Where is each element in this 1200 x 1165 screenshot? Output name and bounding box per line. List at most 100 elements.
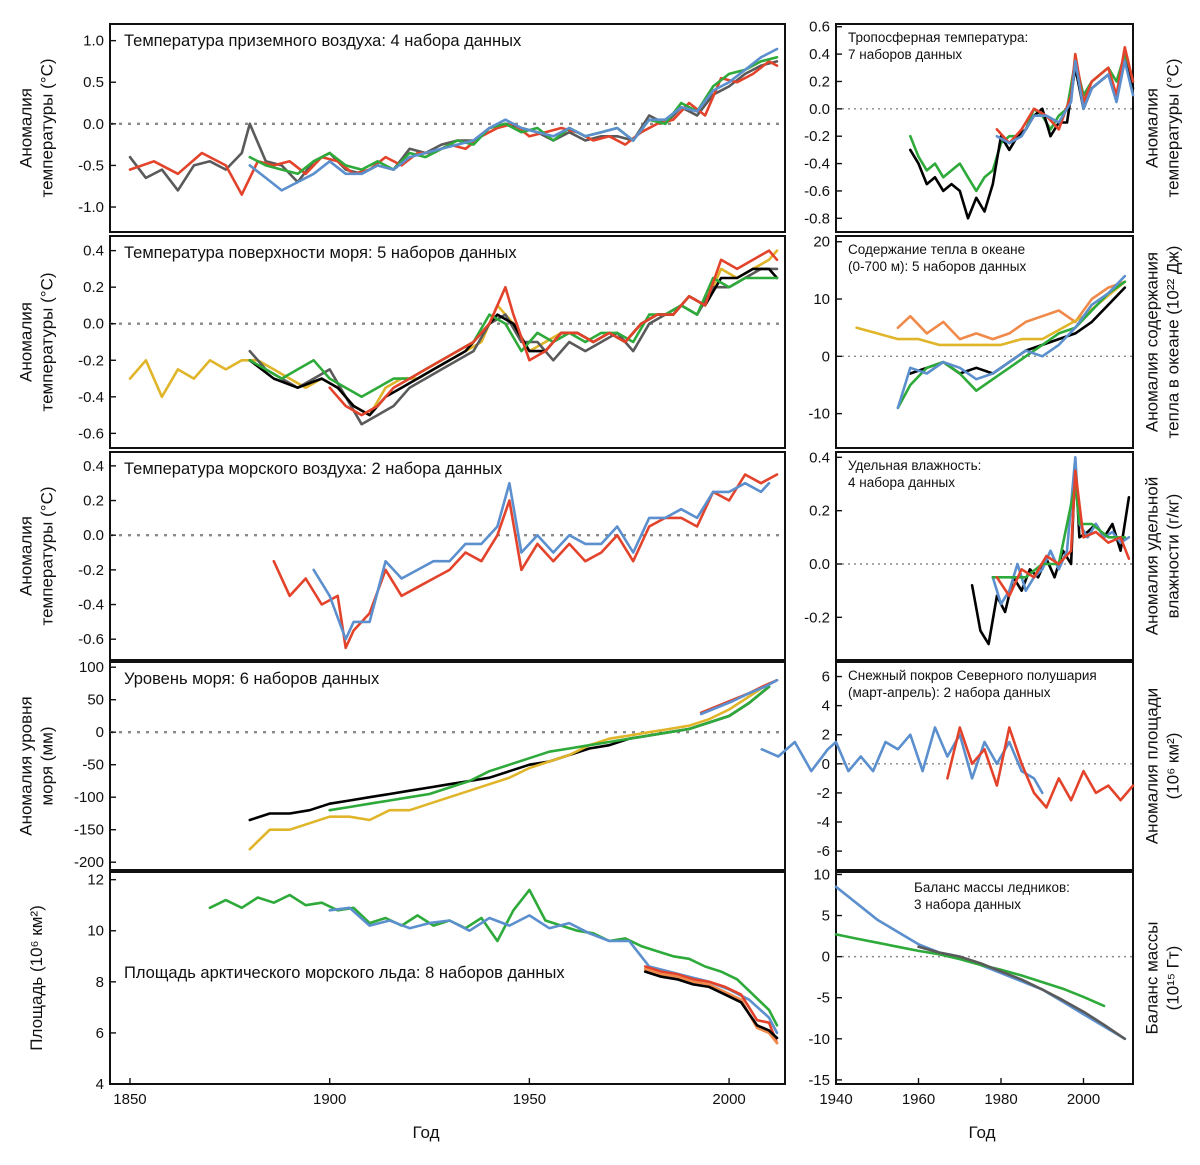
y-tick-label: 0.4 xyxy=(809,449,830,466)
y-tick-label: -10 xyxy=(808,406,830,423)
left-xlabel: Год xyxy=(412,1123,439,1142)
x-tick-label: 1960 xyxy=(902,1091,935,1108)
y-tick-label: 0 xyxy=(96,724,104,741)
panel-title: Баланс массы ледников: xyxy=(914,880,1070,895)
y-axis-label: моря (мм) xyxy=(38,726,57,805)
series-line-red xyxy=(995,46,1135,145)
series-line-green xyxy=(834,933,1106,1008)
series-line-red xyxy=(128,60,779,196)
y-tick-label: 0 xyxy=(822,756,830,773)
panel-snow-cover: 6 4 2 0 -2 -4 -6 Снежный покров Северного полуш… xyxy=(760,661,1183,871)
panel-title: Тропосферная температура: xyxy=(848,30,1028,45)
series-line-red xyxy=(643,965,779,1045)
panel-title: Уровень моря: 6 наборов данных xyxy=(124,670,380,688)
panel-title: Температура поверхности моря: 5 наборов … xyxy=(124,244,517,262)
y-tick-label: -0.4 xyxy=(78,597,104,614)
x-tick-label: 1980 xyxy=(984,1091,1017,1108)
y-tick-label: -0.2 xyxy=(78,352,104,369)
y-tick-label: 100 xyxy=(79,659,104,676)
y-axis-label: Аномалия xyxy=(17,302,36,382)
panel-title: (0-700 м): 5 наборов данных xyxy=(848,259,1026,274)
y-tick-label: 12 xyxy=(87,872,104,889)
y-axis-label: Аномалия содержания xyxy=(1143,252,1162,432)
y-tick-label: -0.5 xyxy=(78,157,104,174)
y-tick-label: 0.0 xyxy=(809,101,830,118)
y-axis-label: (10⁶ км²) xyxy=(1164,733,1183,800)
panel-frame xyxy=(835,871,1134,1085)
panel-humidity: 0.4 0.2 0.0 -0.2 Удельная влажность: 4 набора… xyxy=(804,449,1183,661)
panel-title: Температура приземного воздуха: 4 набора… xyxy=(124,32,522,50)
y-tick-label: 10 xyxy=(813,291,830,308)
x-tick-label: 2000 xyxy=(1067,1091,1100,1108)
panel-marine-air: 0.4 0.2 0.0 -0.2 -0.4 -0.6 Температура морског… xyxy=(17,451,786,661)
series-line-red xyxy=(272,473,779,650)
series-line-blue xyxy=(699,678,779,716)
panel-title: 7 наборов данных xyxy=(848,47,962,62)
y-tick-label: -6 xyxy=(817,843,830,860)
panel-title: (март-апрель): 2 набора данных xyxy=(848,685,1051,700)
y-tick-label: 10 xyxy=(813,866,830,883)
series-line-black xyxy=(643,970,779,1040)
y-axis-label: Аномалия xyxy=(17,516,36,596)
series-line-red xyxy=(995,469,1131,598)
series-line-black xyxy=(909,59,1135,220)
y-tick-label: -0.4 xyxy=(804,156,830,173)
y-axis-label: Аномалия удельной xyxy=(1143,477,1162,636)
y-tick-label: 6 xyxy=(822,669,830,686)
y-tick-label: -0.6 xyxy=(78,631,104,648)
y-tick-label: 0.0 xyxy=(83,116,104,133)
y-tick-label: 4 xyxy=(96,1076,104,1093)
y-tick-label: 0.2 xyxy=(83,493,104,510)
y-tick-label: -50 xyxy=(82,757,104,774)
x-tick-label: 1900 xyxy=(313,1091,346,1108)
y-tick-label: -0.2 xyxy=(804,609,830,626)
panel-glaciers: 10 5 0 -5 -10 -15 Баланс массы ледников: 3 набо… xyxy=(808,866,1182,1088)
y-tick-label: 0.6 xyxy=(809,19,830,36)
y-tick-label: -0.6 xyxy=(78,425,104,442)
y-axis-label: температуры (°C) xyxy=(38,486,57,625)
panel-ocean-heat: 20 10 0 -10 Содержание тепла в океане (0-700 … xyxy=(808,234,1183,449)
y-tick-label: 0 xyxy=(822,949,830,966)
y-axis-label: влажности (г/кг) xyxy=(1164,494,1183,619)
series-line-blue xyxy=(995,59,1135,145)
panels: 1.0 0.5 0.0 -0.5 -1.0 Температура приземного … xyxy=(17,19,1183,1108)
series-line-yellow xyxy=(248,682,771,851)
y-tick-label: -150 xyxy=(74,822,104,839)
y-tick-label: -10 xyxy=(808,1031,830,1048)
y-tick-label: -0.2 xyxy=(78,562,104,579)
series-line-red xyxy=(328,249,779,417)
y-tick-label: 2 xyxy=(822,727,830,744)
series-line-green xyxy=(208,888,779,1027)
y-tick-label: 0.2 xyxy=(809,73,830,90)
y-tick-label: 8 xyxy=(96,974,104,991)
y-tick-label: -4 xyxy=(817,814,830,831)
y-tick-label: -0.2 xyxy=(804,128,830,145)
y-tick-label: -5 xyxy=(817,990,830,1007)
y-axis-label: Баланс массы xyxy=(1143,922,1162,1035)
y-tick-label: -100 xyxy=(74,789,104,806)
y-axis-label: Аномалия xyxy=(17,88,36,168)
series-line-blue xyxy=(248,47,779,192)
panel-frame xyxy=(109,871,786,1085)
panel-title: Содержание тепла в океане xyxy=(848,242,1025,257)
y-tick-label: -2 xyxy=(817,785,830,802)
y-tick-label: -0.6 xyxy=(804,183,830,200)
panel-title: 3 набора данных xyxy=(914,897,1021,912)
series-line-orange xyxy=(896,280,1127,341)
y-tick-label: 5 xyxy=(822,908,830,925)
series-line-green xyxy=(248,56,779,176)
x-tick-label: 1940 xyxy=(819,1091,852,1108)
y-tick-label: -0.8 xyxy=(804,210,830,227)
y-axis-label: Площадь (10⁶ км²) xyxy=(27,905,46,1050)
panel-frame xyxy=(835,451,1134,661)
series-line-black xyxy=(248,685,771,822)
panel-frame xyxy=(109,23,786,233)
y-axis-label: температуры (°C) xyxy=(38,58,57,197)
y-tick-label: 50 xyxy=(87,692,104,709)
series-line-orange xyxy=(643,967,779,1045)
panel-title: Площадь арктического морского льда: 8 на… xyxy=(124,964,565,982)
series-line-green xyxy=(896,280,1127,410)
panel-frame xyxy=(109,451,786,661)
y-tick-label: 0.2 xyxy=(809,503,830,520)
y-tick-label: 0.4 xyxy=(809,46,830,63)
